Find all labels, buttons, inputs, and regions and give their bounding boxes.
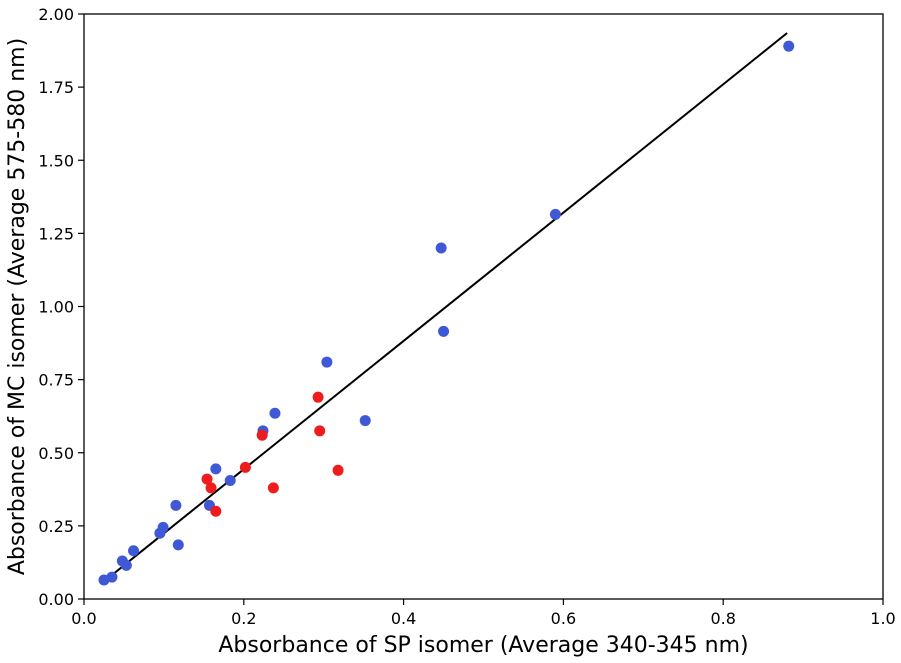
series-2-point [205, 482, 217, 494]
y-tick-label: 0.25 [38, 517, 74, 536]
axes-frame [83, 13, 884, 600]
series-1-point [172, 539, 184, 551]
y-axis-ticks: 0.00 0.25 0.50 0.75 1.00 1.25 1.50 1.75 2.00 [38, 5, 84, 609]
series-2-point [239, 461, 251, 473]
fit-line [103, 32, 788, 583]
series-1-point [106, 571, 118, 583]
y-tick-label: 0.50 [38, 444, 74, 463]
series-2-point [314, 425, 326, 437]
series-1-point [435, 242, 447, 254]
x-tick-label: 0.8 [710, 609, 735, 628]
y-tick-label: 0.00 [38, 590, 74, 609]
series-1-point [438, 325, 450, 337]
x-axis-ticks: 0.0 0.2 0.4 0.6 0.8 1.0 [71, 599, 896, 628]
series-1-point [783, 40, 795, 52]
y-axis-label: Absorbance of MC isomer (Average 575-580… [5, 38, 30, 575]
y-tick-label: 0.75 [38, 371, 74, 390]
series-2-point [201, 473, 213, 485]
series-1-point [549, 208, 561, 220]
series-1-point [210, 463, 222, 475]
y-tick-label: 1.25 [38, 224, 74, 243]
series-2-point [267, 482, 279, 494]
y-tick-label: 1.75 [38, 78, 74, 97]
series-1-point [321, 356, 333, 368]
series-1-point [170, 499, 182, 511]
series-2-point [210, 505, 222, 517]
series-1-point [120, 559, 132, 571]
x-tick-label: 0.4 [391, 609, 416, 628]
series-1-point [224, 475, 236, 487]
series-2-point [312, 391, 324, 403]
x-tick-label: 1.0 [870, 609, 895, 628]
series-1-point [128, 545, 140, 557]
x-tick-label: 0.6 [551, 609, 576, 628]
series-1-point [269, 407, 281, 419]
y-tick-label: 2.00 [38, 5, 74, 24]
x-axis-label: Absorbance of SP isomer (Average 340-345… [218, 633, 748, 658]
plot-area [98, 32, 795, 586]
series-2-point [256, 429, 268, 441]
x-tick-label: 0.2 [231, 609, 256, 628]
series-1-point [157, 521, 169, 533]
series-2-point [332, 464, 344, 476]
y-tick-label: 1.50 [38, 151, 74, 170]
series-1-point [359, 415, 371, 427]
y-tick-label: 1.00 [38, 298, 74, 317]
x-tick-label: 0.0 [71, 609, 96, 628]
